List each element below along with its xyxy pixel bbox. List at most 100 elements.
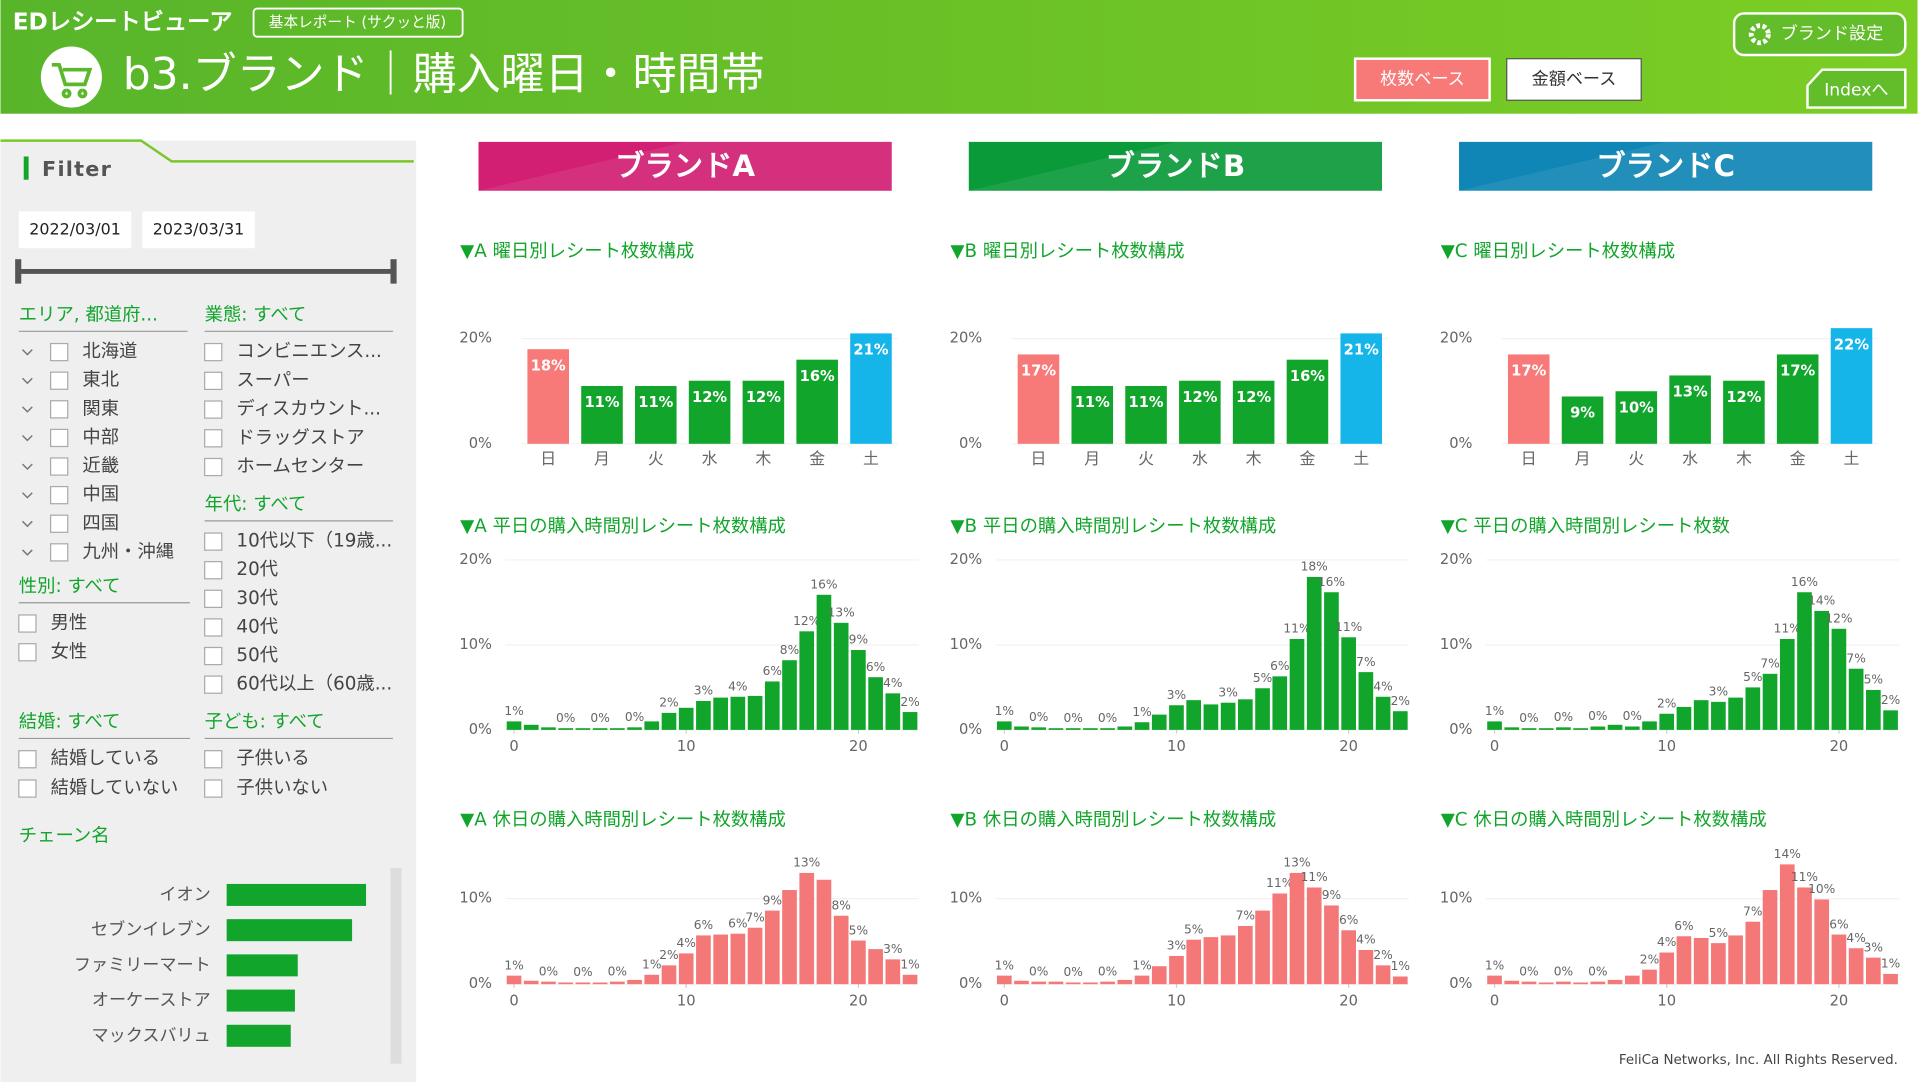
checkbox[interactable] [204, 618, 223, 637]
checkbox[interactable] [204, 675, 223, 694]
toggle-count-button[interactable] [1353, 57, 1491, 102]
checkbox[interactable] [204, 750, 223, 769]
checkbox[interactable] [204, 646, 223, 666]
filter-item[interactable]: 60代以上（60歳... [236, 674, 392, 695]
checkbox[interactable] [204, 429, 223, 448]
bar [1723, 380, 1765, 444]
data-label: 2% [1391, 694, 1410, 708]
chain-bar[interactable] [226, 989, 295, 1012]
bar [1590, 981, 1606, 985]
checkbox[interactable] [204, 561, 223, 580]
date-to-box[interactable] [142, 211, 255, 249]
date-from[interactable]: 2022/03/01 [29, 219, 121, 238]
checkbox[interactable] [204, 532, 223, 551]
chain-name[interactable]: セブンイレブン [91, 919, 211, 940]
filter-item[interactable]: 東北 [82, 370, 119, 391]
filter-item[interactable]: 中部 [82, 427, 119, 448]
expand-chevron[interactable] [21, 349, 33, 356]
bar [1487, 975, 1502, 985]
chain-name[interactable]: ファミリーマート [74, 955, 211, 975]
data-label: 3% [1167, 688, 1186, 702]
bar [1624, 975, 1640, 985]
bar [592, 728, 608, 730]
data-label: 16% [800, 368, 835, 385]
filter-item[interactable]: ホームセンター [236, 456, 364, 477]
filter-item[interactable]: 40代 [236, 616, 278, 637]
filter-item[interactable]: 30代 [236, 588, 278, 609]
filter-item[interactable]: 関東 [82, 398, 119, 419]
slider-handle[interactable] [390, 259, 397, 284]
checkbox[interactable] [49, 400, 69, 419]
data-label: 18% [531, 357, 566, 374]
toggle-amount-label[interactable]: 金額ベース [1532, 69, 1617, 89]
brand-settings-button[interactable] [1732, 12, 1907, 57]
filter-item[interactable]: スーパー [236, 370, 309, 391]
checkbox[interactable] [49, 428, 69, 448]
checkbox[interactable] [204, 400, 223, 419]
brand-settings-label[interactable]: ブランド設定 [1781, 23, 1884, 44]
y-tick-label: 0% [469, 435, 492, 452]
expand-chevron[interactable] [21, 520, 33, 528]
chain-name[interactable]: マックスバリュ [92, 1026, 211, 1046]
checkbox[interactable] [49, 342, 69, 362]
filter-item[interactable]: 子供いない [236, 778, 328, 799]
bar [996, 975, 1012, 985]
checkbox[interactable] [18, 750, 37, 769]
index-button-label[interactable]: Indexへ [1824, 80, 1888, 100]
filter-item[interactable]: 結婚している [51, 748, 160, 769]
checkbox[interactable] [18, 779, 37, 798]
toggle-count-label[interactable]: 枚数ベース [1380, 69, 1465, 89]
report-badge-box [252, 7, 464, 38]
slider-handle[interactable] [15, 259, 22, 284]
checkbox[interactable] [49, 371, 69, 390]
checkbox[interactable] [204, 371, 223, 391]
chain-bar[interactable] [226, 883, 367, 906]
filter-item[interactable]: 北海道 [82, 341, 137, 362]
chain-bar[interactable] [226, 919, 353, 942]
chart-title: ▼A 曜日別レシート枚数構成 [460, 241, 694, 262]
filter-item[interactable]: ディスカウント... [236, 399, 381, 420]
checkbox[interactable] [49, 485, 69, 505]
filter-item[interactable]: 子供いる [236, 748, 309, 769]
chain-bar[interactable] [226, 1024, 291, 1047]
checkbox[interactable] [49, 457, 69, 476]
chain-name[interactable]: イオン [159, 885, 210, 905]
checkbox[interactable] [204, 457, 223, 477]
filter-item[interactable]: 50代 [236, 645, 278, 666]
toggle-amount-button[interactable] [1506, 58, 1642, 101]
expand-chevron[interactable] [21, 377, 33, 385]
expand-chevron[interactable] [21, 549, 33, 556]
bar [558, 982, 574, 985]
expand-chevron[interactable] [21, 434, 33, 442]
filter-item[interactable]: 男性 [51, 613, 88, 634]
filter-item[interactable]: 中国 [82, 484, 119, 505]
checkbox[interactable] [49, 543, 69, 562]
expand-chevron[interactable] [21, 463, 33, 471]
date-to[interactable]: 2023/03/31 [153, 219, 245, 238]
data-label: 0% [1063, 965, 1082, 979]
bar [1487, 721, 1502, 730]
checkbox[interactable] [204, 779, 223, 798]
checkbox[interactable] [18, 614, 37, 633]
chain-name[interactable]: オーケーストア [92, 991, 211, 1011]
checkbox[interactable] [204, 342, 223, 362]
checkbox[interactable] [204, 589, 223, 608]
filter-item[interactable]: 四国 [82, 513, 119, 534]
expand-chevron[interactable] [21, 406, 33, 413]
filter-item[interactable]: 九州・沖縄 [82, 541, 174, 562]
expand-chevron[interactable] [21, 492, 33, 499]
scrollbar[interactable] [390, 868, 402, 1064]
filter-item[interactable]: 近畿 [82, 456, 119, 477]
index-button[interactable] [1806, 68, 1907, 109]
filter-item[interactable]: 10代以下（19歳... [236, 531, 392, 552]
filter-item[interactable]: 20代 [236, 559, 278, 580]
filter-item[interactable]: ドラッグストア [236, 427, 364, 448]
filter-item[interactable]: コンビニエンス... [236, 341, 381, 362]
date-from-box[interactable] [18, 211, 132, 249]
chain-bar[interactable] [226, 954, 298, 977]
filter-item[interactable]: 女性 [51, 641, 88, 662]
checkbox[interactable] [18, 643, 37, 662]
y-tick-label: 10% [1440, 636, 1473, 653]
checkbox[interactable] [49, 514, 69, 533]
filter-item[interactable]: 結婚していない [51, 778, 179, 799]
